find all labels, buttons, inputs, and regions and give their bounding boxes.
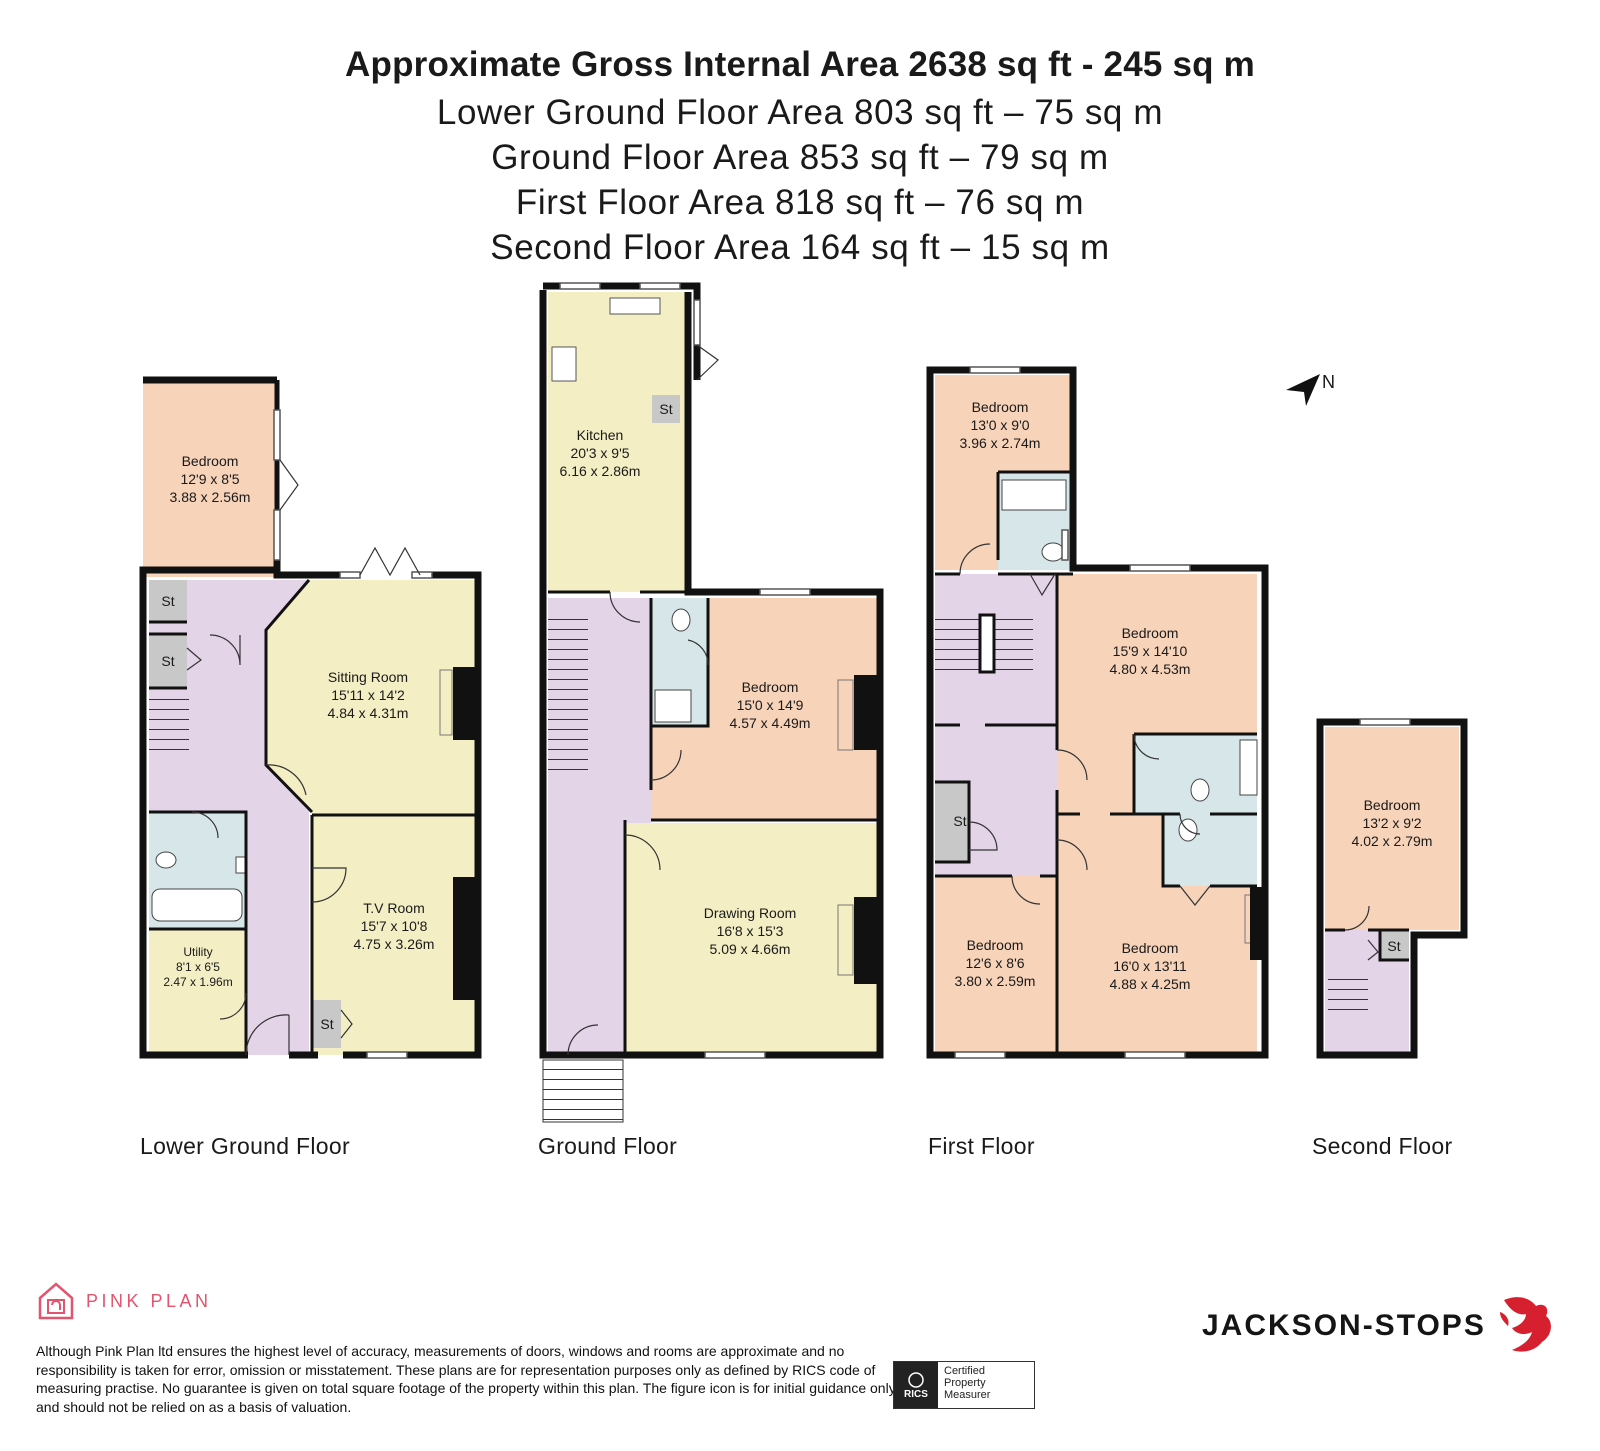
gf-fireplace-2 (854, 897, 880, 984)
lg-store-label-1: St (161, 593, 174, 609)
rics-seal-icon: RICS (894, 1362, 938, 1408)
second-area: Second Floor Area 164 sq ft – 15 sq m (490, 228, 1110, 267)
drawing-room-area (625, 823, 880, 1055)
ground-floor-plan: Kitchen 20'3 x 9'5 6.16 x 2.86m Bedroom … (539, 282, 884, 1123)
floor-label-lower-ground: Lower Ground Floor (140, 1133, 350, 1159)
first-floor-plan: Bedroom 13'0 x 9'0 3.96 x 2.74m Bedroom … (926, 366, 1269, 1059)
lg-fireplace-2 (453, 877, 478, 1000)
floor-label-second: Second Floor (1312, 1133, 1453, 1159)
rics-line-3: Measurer (944, 1389, 991, 1401)
gf-stairs-2 (548, 718, 588, 770)
second-floor-plan: Bedroom 13'2 x 9'2 4.02 x 2.79m St (1316, 718, 1468, 1059)
lg-utility-area (149, 929, 246, 1055)
ff-store (935, 782, 969, 862)
drawing-room-name: Drawing Room (704, 905, 797, 921)
gf-fireplace-1 (854, 675, 880, 750)
lg-fireplace-1 (453, 667, 478, 740)
ff-bedroom-4-metric: 4.88 x 4.25m (1110, 976, 1191, 992)
ff-bedroom-4-name: Bedroom (1122, 940, 1179, 956)
jackson-stops-brand: JACKSON-STOPS (1202, 1292, 1556, 1360)
utility-imperial: 8'1 x 6'5 (176, 960, 220, 974)
floor-label-first: First Floor (928, 1133, 1035, 1159)
lg-store-3 (313, 1000, 341, 1048)
rics-label: RICS (904, 1388, 928, 1400)
ff-bedroom-3-area (935, 876, 1057, 1055)
ff-bedroom-1-name: Bedroom (972, 399, 1029, 415)
gf-store (652, 395, 680, 423)
lg-bedroom-name: Bedroom (182, 453, 239, 469)
ff-bedroom-1-metric: 3.96 x 2.74m (960, 435, 1041, 451)
ff-ensuite-2 (1134, 734, 1257, 814)
ff-bedroom-1-imperial: 13'0 x 9'0 (970, 417, 1029, 433)
utility-metric: 2.47 x 1.96m (163, 975, 232, 989)
lg-bedroom-imperial: 12'9 x 8'5 (180, 471, 239, 487)
kitchen-area (548, 292, 688, 592)
sf-store (1380, 930, 1409, 960)
lg-store-1 (149, 580, 187, 622)
tv-room-name: T.V Room (363, 900, 424, 916)
lg-sitting-room-area (266, 580, 478, 815)
ff-bedroom-3-imperial: 12'6 x 8'6 (965, 955, 1024, 971)
ff-bedroom-3-metric: 3.80 x 2.59m (955, 973, 1036, 989)
drawing-room-imperial: 16'8 x 15'3 (717, 923, 784, 939)
ground-area: Ground Floor Area 853 sq ft – 79 sq m (491, 138, 1109, 177)
gf-bedroom-imperial: 15'0 x 14'9 (737, 697, 804, 713)
gf-bedroom-metric: 4.57 x 4.49m (730, 715, 811, 731)
ff-bedroom-3-name: Bedroom (967, 937, 1024, 953)
ff-store-label: St (953, 813, 966, 829)
gf-bedroom-name: Bedroom (742, 679, 799, 695)
drawing-room-metric: 5.09 x 4.66m (710, 941, 791, 957)
lg-stairs (149, 694, 189, 752)
rics-badge: RICS Certified Property Measurer (893, 1361, 1035, 1409)
sf-bedroom-name: Bedroom (1364, 797, 1421, 813)
disclaimer-text: Although Pink Plan ltd ensures the highe… (36, 1343, 896, 1415)
lower-ground-floor-plan: Bedroom 12'9 x 8'5 3.88 x 2.56m Sitting … (139, 376, 482, 1059)
lg-bedroom-area (143, 380, 277, 577)
utility-name: Utility (183, 945, 212, 959)
sf-bedroom-imperial: 13'2 x 9'2 (1362, 815, 1421, 831)
kitchen-name: Kitchen (577, 427, 624, 443)
front-steps (542, 1059, 624, 1123)
lg-store-label-3: St (320, 1016, 333, 1032)
jackson-stops-dragon-logo-icon (1499, 1297, 1551, 1352)
rics-line-2: Property (944, 1377, 986, 1389)
ff-bedroom-4-imperial: 16'0 x 13'11 (1113, 958, 1187, 974)
north-arrow-icon (1286, 374, 1320, 406)
toilet-icon (155, 851, 177, 869)
sf-bedroom-metric: 4.02 x 2.79m (1352, 833, 1433, 849)
lower-ground-area: Lower Ground Floor Area 803 sq ft – 75 s… (436, 93, 1164, 132)
pink-plan-text: PINK PLAN (86, 1290, 212, 1311)
sitting-room-name: Sitting Room (328, 669, 408, 685)
sitting-room-metric: 4.84 x 4.31m (328, 705, 409, 721)
tv-room-imperial: 15'7 x 10'8 (361, 918, 428, 934)
kitchen-metric: 6.16 x 2.86m (560, 463, 641, 479)
sf-stairs (1328, 975, 1368, 1013)
plan-title: Approximate Gross Internal Area 2638 sq … (345, 45, 1255, 84)
jackson-stops-text: JACKSON-STOPS (1202, 1309, 1486, 1342)
gf-stairs-1 (548, 612, 588, 710)
lg-bedroom-metric: 3.88 x 2.56m (170, 489, 251, 505)
rics-line-1: Certified (944, 1365, 985, 1377)
ff-ensuite-3 (1163, 814, 1257, 886)
ff-bedroom-2-metric: 4.80 x 4.53m (1110, 661, 1191, 677)
gf-store-label: St (659, 401, 672, 417)
sink-icon (609, 297, 661, 315)
floor-label-ground: Ground Floor (538, 1133, 678, 1159)
hob-icon (551, 346, 577, 382)
tv-room-metric: 4.75 x 3.26m (354, 936, 435, 952)
lg-store-2 (149, 634, 187, 688)
sf-bedroom-area (1325, 727, 1459, 930)
north-label: N (1322, 372, 1335, 392)
pink-plan-logo-icon (38, 1282, 74, 1320)
bath-tub-icon (151, 888, 243, 922)
kitchen-imperial: 20'3 x 9'5 (570, 445, 629, 461)
sf-store-label: St (1387, 938, 1400, 954)
first-area: First Floor Area 818 sq ft – 76 sq m (515, 183, 1085, 222)
sitting-room-imperial: 15'11 x 14'2 (331, 687, 405, 703)
lg-store-label-2: St (161, 653, 174, 669)
pink-plan-brand: PINK PLAN (36, 1280, 212, 1322)
ff-bedroom-2-imperial: 15'9 x 14'10 (1113, 643, 1188, 659)
ff-bedroom-2-name: Bedroom (1122, 625, 1179, 641)
